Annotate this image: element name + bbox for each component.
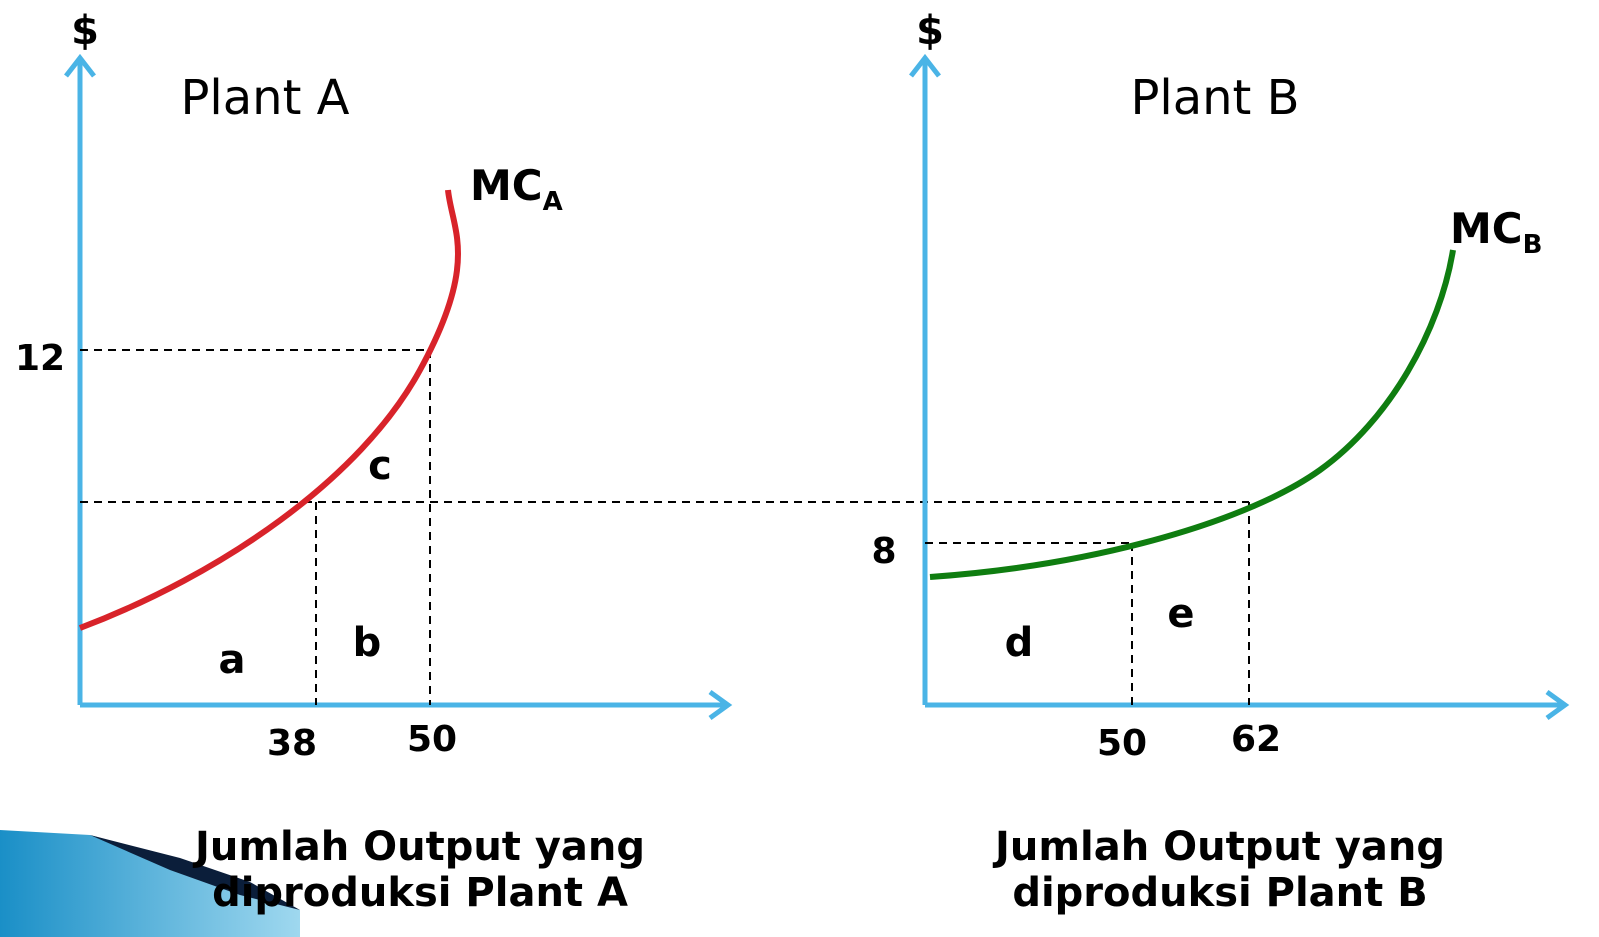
region-label: c: [368, 443, 392, 489]
x-label: Jumlah Output yang: [992, 824, 1445, 870]
curve-name: MC: [470, 161, 543, 210]
region-label: b: [353, 620, 382, 666]
region-label: d: [1005, 620, 1034, 666]
x-tick: 50: [1097, 723, 1147, 764]
decor-swoosh-edge: [90, 835, 300, 910]
x-tick: 62: [1231, 719, 1281, 760]
panel-b: $ Plant B MCB 8 50 62 d e Jumlah Output …: [871, 8, 1570, 916]
panel-title: Plant B: [1130, 70, 1299, 126]
curve-label: MCB: [1450, 204, 1542, 260]
axes: [909, 53, 1570, 721]
x-label: Jumlah Output yang: [192, 824, 645, 870]
curve-subscript: B: [1523, 230, 1543, 260]
y-tick: 12: [15, 338, 65, 379]
curve-label: MCA: [470, 161, 563, 217]
x-tick: 38: [267, 723, 317, 764]
guide-lines: [80, 349, 1249, 705]
x-tick: 50: [407, 719, 457, 760]
x-label: diproduksi Plant A: [212, 870, 628, 916]
axes: [64, 53, 733, 721]
mc-curve: [929, 249, 1456, 580]
y-tick: 8: [871, 531, 896, 572]
y-label: $: [71, 8, 99, 54]
panel-a: $ Plant A MCA 12 38 50 a b c Jumlah Outp…: [15, 8, 1249, 916]
guide-lines: [925, 502, 1250, 705]
region-label: e: [1167, 591, 1194, 637]
region-label: a: [219, 637, 246, 683]
decor-swoosh: [0, 830, 300, 937]
curve-name: MC: [1450, 204, 1523, 253]
x-label: diproduksi Plant B: [1012, 870, 1427, 916]
panel-title: Plant A: [180, 70, 349, 126]
y-label: $: [916, 8, 944, 54]
curve-subscript: A: [543, 187, 563, 217]
mc-curve: [78, 189, 461, 631]
